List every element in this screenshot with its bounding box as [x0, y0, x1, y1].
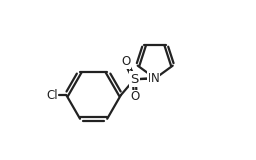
- Text: O: O: [131, 90, 140, 103]
- Text: S: S: [130, 73, 138, 86]
- Text: Cl: Cl: [46, 89, 58, 102]
- Text: N: N: [148, 72, 156, 85]
- Text: N: N: [151, 72, 159, 85]
- Text: O: O: [121, 55, 130, 68]
